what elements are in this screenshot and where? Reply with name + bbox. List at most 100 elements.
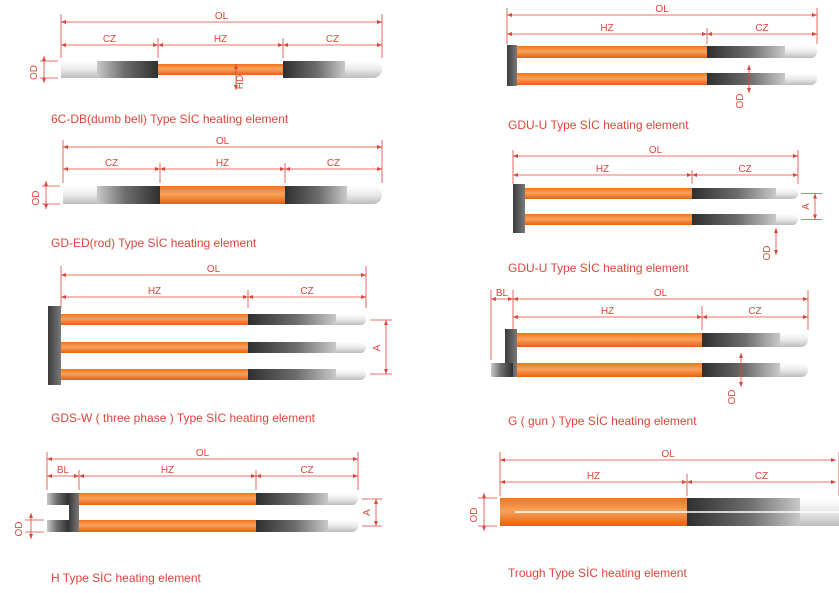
arrowhead (153, 43, 158, 47)
dimension-label-hz: HZ (601, 306, 614, 317)
dimension-label-od: OD (14, 522, 25, 537)
caption-gdu-u-1: GDU-U Type SİC heating element (508, 118, 689, 132)
left-stub-bottom (47, 520, 69, 532)
terminal-end-leg-2-left (785, 73, 801, 85)
dimension-label-ol: OL (215, 11, 229, 22)
arrowhead (831, 480, 836, 484)
arrowhead (44, 181, 48, 186)
arrowhead (697, 315, 702, 319)
dimension-label-cz: CZ (755, 471, 768, 482)
arrowhead (377, 43, 382, 47)
arrowhead (63, 167, 68, 171)
dimension-label-hz: HZ (216, 158, 229, 169)
dimension-label-hz: HZ (161, 465, 174, 476)
dimension-label-hz: HZ (587, 471, 600, 482)
hot-zone-leg-2 (61, 342, 248, 353)
cold-zone-right (285, 186, 347, 204)
dimension-label-cz: CZ (755, 23, 768, 34)
bridge-bar (69, 493, 79, 532)
arrowhead (243, 295, 248, 299)
caption-gd-ed: GD-ED(rod) Type SİC heating element (51, 236, 257, 250)
cold-zone-leg-1 (707, 46, 785, 58)
terminal-end-left (63, 186, 97, 204)
arrowhead (384, 369, 388, 374)
caption-gdu-u-2: GDU-U Type SİC heating element (508, 261, 689, 275)
arrowhead (47, 474, 52, 478)
arrowhead (500, 480, 505, 484)
terminal-end-leg-2-left (776, 214, 787, 225)
dimension-label-a: A (362, 509, 373, 516)
arrowhead (44, 204, 48, 209)
arrowhead (707, 32, 712, 36)
arrowhead (513, 173, 518, 177)
dimension-label-ol: OL (207, 264, 221, 275)
caption-h-type: H Type SİC heating element (51, 571, 201, 585)
cold-zone-leg-1 (692, 188, 776, 199)
bridge-bar (513, 184, 525, 233)
arrowhead (739, 353, 743, 358)
dimension-label-cz: CZ (300, 465, 313, 476)
caption-g-gun: G ( gun ) Type SİC heating element (508, 414, 697, 428)
terminal-end-leg-2-left (328, 520, 343, 532)
hot-zone-leg-2 (517, 73, 707, 85)
dimension-label-cz: CZ (326, 34, 339, 45)
arrowhead (155, 167, 160, 171)
terminal-end-leg-1-left (336, 314, 351, 325)
terminal-end-right-left (345, 61, 364, 78)
bridge-bar (507, 45, 517, 86)
arrowhead (47, 457, 52, 461)
arrowhead (377, 145, 382, 149)
dimension-label-cz: CZ (748, 306, 761, 317)
terminal-end-left (61, 61, 97, 78)
terminal-end-leg-2-left (336, 342, 351, 353)
arrowhead (74, 474, 79, 478)
dimension-label-od: OD (29, 65, 40, 80)
dimension-label-cz: CZ (300, 286, 313, 297)
hot-zone-leg-1 (525, 188, 692, 199)
terminal-end-leg-1-left (780, 333, 794, 347)
arrowhead (160, 167, 165, 171)
cold-zone-leg-1 (702, 333, 780, 347)
arrowhead (285, 167, 290, 171)
arrowhead (361, 273, 366, 277)
arrowhead (361, 295, 366, 299)
cold-zone-leg-3 (248, 369, 336, 380)
dimension-label-od: OD (735, 94, 746, 109)
arrowhead (687, 480, 692, 484)
dimension-label-a: A (801, 203, 812, 210)
arrowhead (507, 13, 512, 17)
arrowhead (813, 214, 817, 220)
arrowhead (513, 154, 518, 158)
arrowhead (256, 474, 261, 478)
dimension-label-hz: HZ (600, 23, 613, 34)
dimension-label-bl: BL (496, 288, 509, 299)
dimension-label-hd: HD (235, 75, 246, 89)
arrowhead (500, 458, 505, 462)
hot-zone-leg-1 (517, 46, 707, 58)
dimension-label-cz: CZ (738, 164, 751, 175)
terminal-end-right-left (347, 186, 365, 204)
dimension-label-bl: BL (57, 465, 70, 476)
arrowhead (63, 145, 68, 149)
arrowhead (482, 493, 486, 498)
arrowhead (747, 65, 751, 70)
arrowhead (248, 295, 253, 299)
arrowhead (61, 273, 66, 277)
arrowhead (702, 32, 707, 36)
arrowhead (234, 64, 238, 69)
dimension-label-a: A (372, 344, 383, 351)
arrowhead (812, 32, 817, 36)
arrowhead (79, 474, 84, 478)
arrowhead (61, 43, 66, 47)
arrowhead (61, 20, 66, 24)
arrowhead (813, 193, 817, 199)
arrowhead (158, 43, 163, 47)
bridge-bar (48, 306, 61, 385)
arrowhead (42, 78, 46, 83)
dimension-label-cz: CZ (327, 158, 340, 169)
arrowhead (739, 382, 743, 387)
cold-zone-left (97, 61, 158, 78)
dimension-label-od: OD (762, 246, 773, 261)
dimension-label-cz: CZ (105, 158, 118, 169)
